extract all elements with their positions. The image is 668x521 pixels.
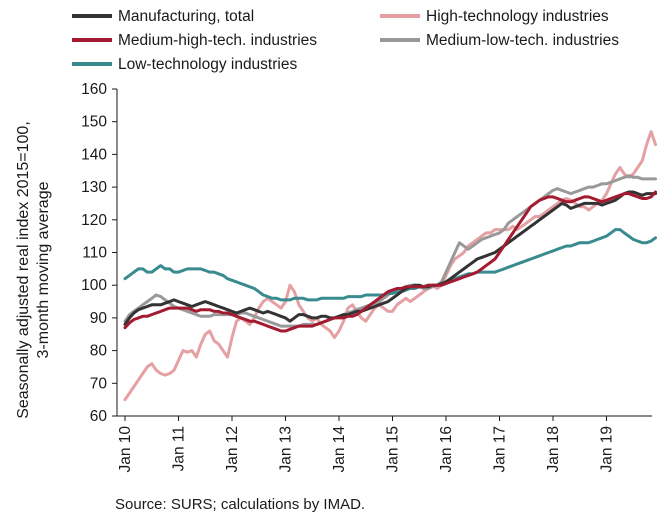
y-tick-label: 160 xyxy=(81,81,107,98)
x-tick-label: Jan 17 xyxy=(492,426,509,473)
legend-item-high-technology-industries: High-technology industries xyxy=(380,8,609,25)
legend-label: Medium-high-tech. industries xyxy=(118,32,317,49)
y-axis-title-line-1: Seasonally adjusted real index 2015=100, xyxy=(15,121,32,419)
legend: Manufacturing, total High-technology ind… xyxy=(72,8,619,73)
legend-item-manufacturing-total: Manufacturing, total xyxy=(72,8,254,25)
x-tick-label: Jan 18 xyxy=(545,426,562,473)
y-tick-label: 80 xyxy=(90,343,108,360)
series-line-medium-high-tech-industries xyxy=(123,190,657,333)
legend-label: Low-technology industries xyxy=(118,56,297,73)
series-line-medium-low-tech-industries xyxy=(123,174,657,328)
y-tick-label: 100 xyxy=(81,277,107,294)
x-tick-label: Jan 15 xyxy=(385,426,402,473)
x-axis-ticks: Jan 10 Jan 11 Jan 12 Jan 13 Jan 14 Jan 15 Jan … xyxy=(117,416,616,473)
y-tick-label: 90 xyxy=(90,310,108,327)
y-axis-title-line-2: 3-month moving average xyxy=(35,181,52,358)
y-axis-ticks: 60 70 80 90 100 110 120 130 140 150 160 xyxy=(81,81,117,425)
legend-label: Medium-low-tech. industries xyxy=(426,32,619,49)
x-tick-label: Jan 14 xyxy=(331,426,348,473)
y-tick-label: 110 xyxy=(82,245,107,262)
source-note: Source: SURS; calculations by IMAD. xyxy=(115,496,365,513)
series-line-manufacturing-total xyxy=(123,190,657,326)
y-tick-label: 70 xyxy=(90,375,108,392)
y-tick-label: 130 xyxy=(81,179,107,196)
legend-item-medium-low-tech-industries: Medium-low-tech. industries xyxy=(380,32,619,49)
x-tick-label: Jan 12 xyxy=(224,426,241,473)
y-tick-label: 120 xyxy=(81,212,107,229)
y-tick-label: 150 xyxy=(81,114,107,131)
legend-label: High-technology industries xyxy=(426,8,609,25)
legend-item-low-technology-industries: Low-technology industries xyxy=(72,56,297,73)
x-tick-label: Jan 13 xyxy=(278,426,295,473)
series-line-high-technology-industries xyxy=(123,130,657,402)
series-line-low-technology-industries xyxy=(123,228,657,302)
y-tick-label: 60 xyxy=(90,408,108,425)
plot-series xyxy=(123,130,657,402)
y-tick-label: 140 xyxy=(81,146,107,163)
x-tick-label: Jan 11 xyxy=(171,426,188,471)
x-tick-label: Jan 10 xyxy=(117,426,134,473)
y-axis-title: Seasonally adjusted real index 2015=100,… xyxy=(15,121,52,419)
legend-item-medium-high-tech-industries: Medium-high-tech. industries xyxy=(72,32,317,49)
x-tick-label: Jan 19 xyxy=(599,426,616,473)
x-tick-label: Jan 16 xyxy=(438,426,455,473)
legend-label: Manufacturing, total xyxy=(118,8,254,25)
